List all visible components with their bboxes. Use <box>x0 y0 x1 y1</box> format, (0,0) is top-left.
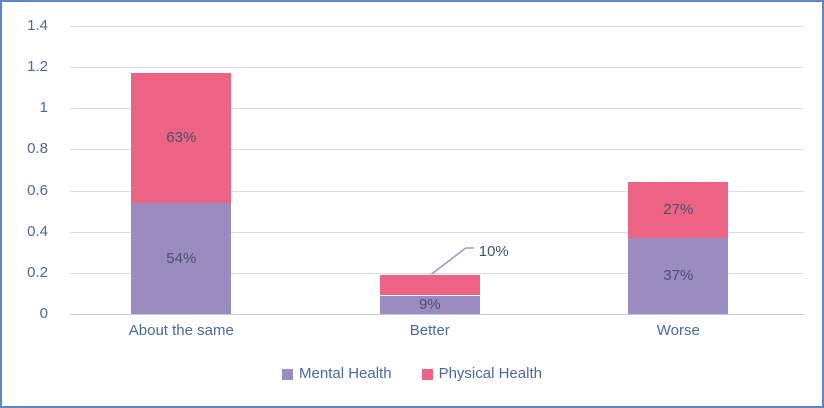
data-label-about-the-same-mental-health: 54% <box>166 249 197 267</box>
data-label-better-mental-health: 9% <box>418 295 441 313</box>
category-label-worse: Worse <box>656 322 700 339</box>
y-tick-label: 1.2 <box>27 58 48 76</box>
legend-marker-mental-health <box>282 368 294 380</box>
y-tick-label: 0.2 <box>27 263 48 281</box>
legend-marker-physical-health <box>421 368 433 380</box>
y-tick-label: 0.8 <box>27 140 48 158</box>
y-tick-label: 1 <box>39 99 48 117</box>
gridline <box>70 108 804 110</box>
bar-better-mental-health[interactable] <box>379 295 480 314</box>
gridline <box>70 231 804 233</box>
category-label-better: Better <box>409 322 450 339</box>
data-label-worse-mental-health: 37% <box>663 266 694 284</box>
gridline <box>70 190 804 192</box>
y-tick-label: 1.4 <box>27 17 48 34</box>
bar-about-the-same-mental-health[interactable] <box>131 202 232 314</box>
y-tick-label: 0 <box>39 305 48 322</box>
bar-worse-physical-health[interactable] <box>628 182 729 238</box>
y-tick-label: 0.6 <box>27 181 48 199</box>
legend-label: Physical Health <box>438 365 542 382</box>
x-axis-line <box>70 314 804 315</box>
chart-legend: Mental Health Physical Health <box>2 366 822 382</box>
data-label-about-the-same-physical-health: 63% <box>166 129 197 147</box>
y-tick-label: 0.4 <box>27 222 48 240</box>
gridline <box>70 26 804 27</box>
legend-item-mental-health[interactable]: Mental Health <box>282 366 392 382</box>
gridline <box>70 149 804 151</box>
category-label-about-the-same: About the same <box>128 322 234 339</box>
legend-label: Mental Health <box>299 365 392 382</box>
bar-worse-mental-health[interactable] <box>628 237 729 314</box>
legend-item-physical-health[interactable]: Physical Health <box>421 365 542 382</box>
data-label-callout: 10% <box>478 243 509 260</box>
bar-better-physical-health[interactable] <box>379 274 480 296</box>
gridline <box>70 67 804 69</box>
bar-about-the-same-physical-health[interactable] <box>131 73 232 203</box>
data-label-worse-physical-health: 27% <box>663 201 694 219</box>
